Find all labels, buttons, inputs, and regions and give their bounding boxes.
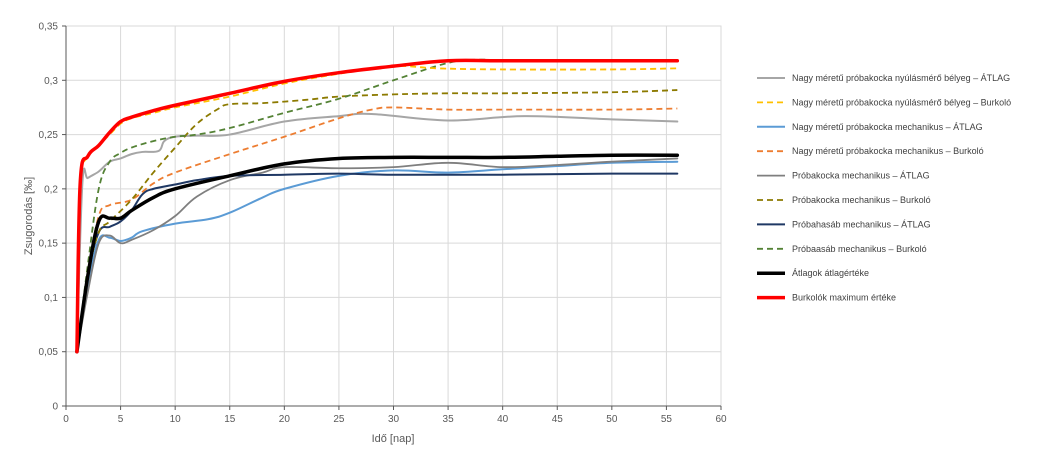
- x-tick-label: 30: [388, 414, 400, 425]
- legend-label-3: Nagy méretű próbakocka mechanikus – ÁTLA…: [792, 122, 983, 132]
- legend: Nagy méretű próbakocka nyúlásmérő bélyeg…: [757, 73, 1011, 303]
- series-line-6: [76, 89, 678, 352]
- y-tick-label: 0,35: [39, 22, 59, 33]
- x-tick-label: 55: [661, 414, 673, 425]
- series-line-9: [75, 153, 680, 354]
- legend-label-4: Nagy méretű próbakocka mechanikus – Burk…: [792, 146, 984, 156]
- series-line-5: [76, 157, 679, 353]
- legend-label-8: Próbaasáb mechanikus – Burkoló: [792, 244, 927, 254]
- series-line-1: [75, 112, 679, 353]
- y-tick-label: 0,2: [44, 184, 58, 195]
- y-tick-label: 0,25: [39, 130, 59, 141]
- legend-label-1: Nagy méretű próbakocka nyúlásmérő bélyeg…: [792, 73, 1010, 83]
- y-tick-label: 0,15: [39, 239, 59, 250]
- x-axis-title: Idő [nap]: [372, 433, 415, 445]
- series-line-8: [76, 58, 678, 352]
- series-line-4: [76, 106, 678, 352]
- legend-label-10: Burkolók maximum értéke: [792, 293, 896, 303]
- legend-label-2: Nagy méretű próbakocka nyúlásmérő bélyeg…: [792, 97, 1011, 107]
- series-line-10: [75, 58, 680, 354]
- x-tick-label: 40: [497, 414, 509, 425]
- series-line-7: [75, 172, 679, 353]
- legend-label-5: Próbakocka mechanikus – ÁTLAG: [792, 171, 930, 181]
- y-axis-title: Zsugorodás [‰]: [23, 177, 35, 255]
- x-tick-label: 25: [333, 414, 345, 425]
- legend-label-6: Próbakocka mechanikus – Burkoló: [792, 195, 931, 205]
- x-tick-label: 10: [170, 414, 182, 425]
- axes: 0 5 10 15 20 25 30 35 40 45 50 55 60 0 0,05 0,1 0,15 0,2 0…: [39, 22, 727, 426]
- legend-label-9: Átlagok átlagértéke: [792, 268, 869, 278]
- x-tick-label: 50: [606, 414, 618, 425]
- x-tick-label: 0: [63, 414, 69, 425]
- x-tick-label: 15: [224, 414, 236, 425]
- series-lines: [75, 58, 680, 354]
- x-tick-label: 35: [443, 414, 455, 425]
- y-tick-label: 0,1: [44, 293, 58, 304]
- x-tick-label: 5: [118, 414, 124, 425]
- y-tick-label: 0,05: [39, 347, 59, 358]
- series-line-3: [75, 160, 679, 353]
- y-tick-label: 0: [52, 402, 58, 413]
- x-tick-label: 60: [715, 414, 727, 425]
- legend-label-7: Próbahasáb mechanikus – ÁTLAG: [792, 219, 931, 229]
- x-tick-label: 20: [279, 414, 291, 425]
- x-tick-label: 45: [552, 414, 564, 425]
- y-tick-label: 0,3: [44, 76, 58, 87]
